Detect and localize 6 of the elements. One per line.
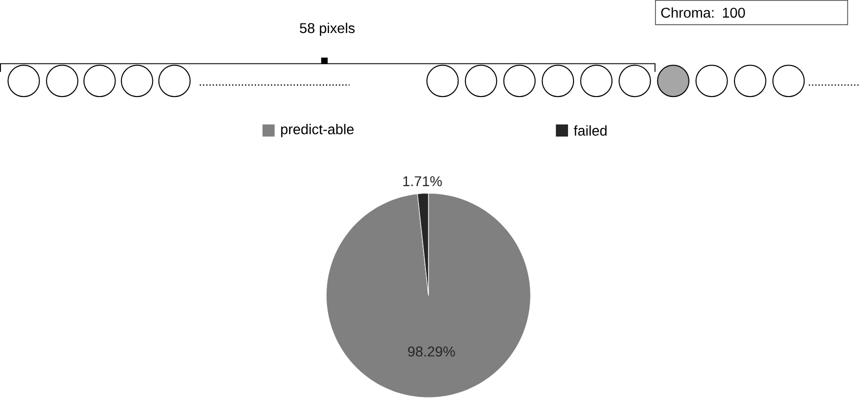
text: 58 pixels <box>300 22 355 36</box>
data-label: 98.29% <box>408 346 455 357</box>
legend-label: failed <box>574 125 607 136</box>
text: Chroma: 100 <box>661 7 745 18</box>
data-label: 1.71% <box>403 176 442 186</box>
legend-label: predict-able <box>281 124 354 138</box>
